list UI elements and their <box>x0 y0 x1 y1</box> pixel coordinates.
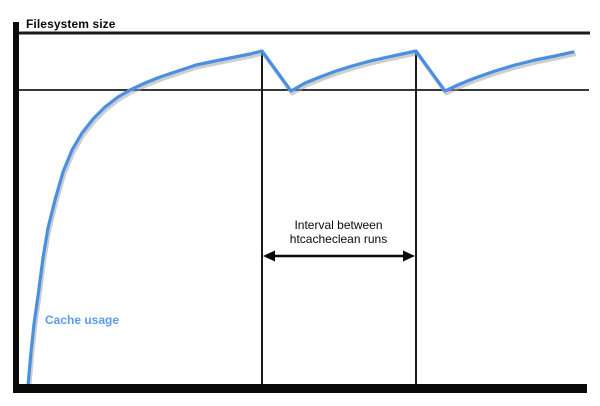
x-axis <box>13 384 587 393</box>
interval-label-line2: htcacheclean runs <box>289 232 388 246</box>
filesystem-size-label: Filesystem size <box>26 17 116 31</box>
interval-label: Interval between htcacheclean runs <box>270 218 407 246</box>
y-axis <box>13 22 19 393</box>
cache-usage-curve <box>26 49 575 388</box>
interval-arrow-right-head <box>403 250 415 262</box>
cache-usage-label: Cache usage <box>45 313 120 327</box>
cache-usage-curve-shadow <box>27 51 577 391</box>
interval-label-line1: Interval between <box>294 218 383 232</box>
interval-arrow-left-head <box>263 250 275 262</box>
